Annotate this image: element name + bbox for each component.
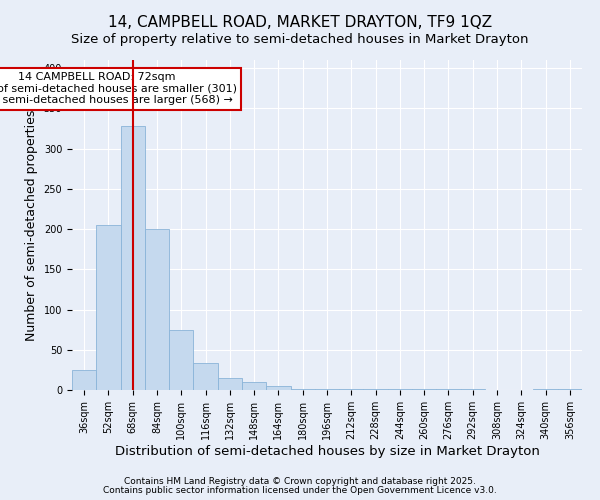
- Bar: [72, 370, 96, 390]
- Bar: [461, 389, 485, 390]
- Bar: [558, 389, 582, 390]
- Bar: [436, 389, 461, 390]
- Bar: [364, 389, 388, 390]
- Bar: [145, 229, 169, 390]
- Text: Contains public sector information licensed under the Open Government Licence v3: Contains public sector information licen…: [103, 486, 497, 495]
- Bar: [242, 382, 266, 390]
- Bar: [96, 225, 121, 390]
- Text: Size of property relative to semi-detached houses in Market Drayton: Size of property relative to semi-detach…: [71, 32, 529, 46]
- Text: 14 CAMPBELL ROAD: 72sqm
← 34% of semi-detached houses are smaller (301)
64% of s: 14 CAMPBELL ROAD: 72sqm ← 34% of semi-de…: [0, 72, 237, 106]
- Bar: [339, 389, 364, 390]
- Bar: [290, 389, 315, 390]
- Text: Contains HM Land Registry data © Crown copyright and database right 2025.: Contains HM Land Registry data © Crown c…: [124, 477, 476, 486]
- Bar: [533, 389, 558, 390]
- Bar: [412, 389, 436, 390]
- Bar: [218, 378, 242, 390]
- X-axis label: Distribution of semi-detached houses by size in Market Drayton: Distribution of semi-detached houses by …: [115, 444, 539, 458]
- Bar: [388, 389, 412, 390]
- Text: 14, CAMPBELL ROAD, MARKET DRAYTON, TF9 1QZ: 14, CAMPBELL ROAD, MARKET DRAYTON, TF9 1…: [108, 15, 492, 30]
- Bar: [193, 364, 218, 390]
- Bar: [315, 389, 339, 390]
- Y-axis label: Number of semi-detached properties: Number of semi-detached properties: [25, 110, 38, 340]
- Bar: [266, 386, 290, 390]
- Bar: [169, 330, 193, 390]
- Bar: [121, 126, 145, 390]
